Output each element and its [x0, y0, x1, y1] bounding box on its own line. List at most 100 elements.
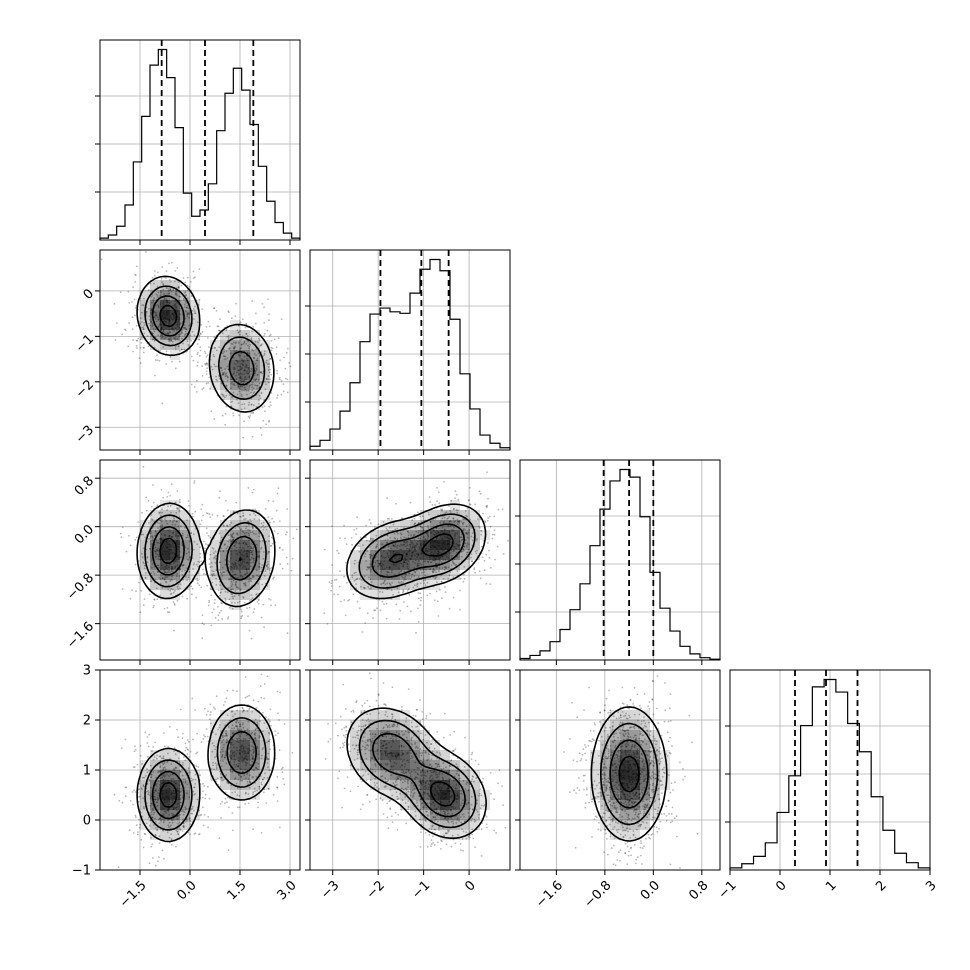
- scatter-point: [257, 582, 259, 585]
- scatter-point: [206, 532, 208, 534]
- scatter-point: [249, 384, 251, 387]
- scatter-point: [262, 524, 265, 527]
- scatter-point: [139, 346, 142, 349]
- scatter-point: [369, 578, 372, 581]
- scatter-point: [429, 520, 432, 523]
- scatter-point: [173, 602, 176, 605]
- scatter-point: [236, 532, 239, 535]
- scatter-point: [218, 724, 221, 726]
- scatter-point: [136, 833, 139, 836]
- scatter-point: [161, 524, 164, 527]
- scatter-point: [179, 556, 182, 559]
- scatter-point: [168, 340, 171, 343]
- scatter-point: [169, 580, 172, 582]
- scatter-point: [230, 401, 233, 403]
- scatter-point: [222, 571, 225, 573]
- scatter-point: [177, 583, 180, 586]
- scatter-point: [409, 610, 412, 613]
- scatter-point: [233, 346, 235, 348]
- scatter-point: [216, 365, 218, 368]
- scatter-point: [161, 511, 163, 514]
- scatter-point: [501, 508, 504, 511]
- scatter-point: [184, 526, 186, 529]
- scatter-point: [423, 582, 425, 585]
- scatter-point: [224, 355, 227, 358]
- scatter-point: [226, 509, 229, 512]
- scatter-point: [204, 352, 207, 355]
- scatter-point: [468, 503, 471, 506]
- scatter-point: [253, 769, 256, 772]
- scatter-point: [236, 393, 239, 396]
- scatter-point: [411, 519, 414, 521]
- scatter-point: [260, 392, 263, 395]
- scatter-point: [187, 767, 190, 770]
- scatter-point: [215, 349, 218, 352]
- scatter-point: [207, 710, 209, 713]
- scatter-point: [228, 586, 231, 589]
- scatter-point: [469, 503, 472, 506]
- scatter-point: [252, 575, 255, 578]
- scatter-point: [151, 276, 154, 279]
- scatter-point: [142, 346, 145, 349]
- scatter-point: [259, 427, 262, 430]
- scatter-point: [186, 519, 188, 522]
- scatter-point: [460, 533, 463, 536]
- scatter-point: [364, 587, 366, 589]
- scatter-point: [428, 513, 430, 516]
- scatter-point: [215, 755, 218, 758]
- scatter-point: [256, 357, 259, 360]
- scatter-point: [121, 588, 124, 590]
- scatter-point: [144, 577, 147, 579]
- scatter-point: [441, 508, 444, 511]
- scatter-point: [440, 508, 442, 511]
- scatter-point: [465, 532, 467, 534]
- scatter-point: [369, 556, 372, 559]
- scatter-point: [243, 601, 246, 604]
- scatter-point: [462, 521, 465, 524]
- scatter-point: [194, 310, 196, 312]
- scatter-point: [211, 570, 214, 572]
- scatter-point: [467, 551, 469, 554]
- scatter-point: [386, 541, 389, 544]
- scatter-point: [144, 572, 147, 574]
- scatter-point: [210, 561, 213, 564]
- scatter-point: [235, 580, 238, 583]
- scatter-point: [493, 529, 496, 532]
- scatter-point: [239, 321, 242, 324]
- scatter-point: [154, 530, 157, 533]
- scatter-point: [185, 552, 188, 555]
- scatter-point: [171, 340, 174, 343]
- scatter-point: [438, 502, 441, 505]
- scatter-point: [153, 274, 156, 277]
- scatter-point: [190, 280, 192, 283]
- scatter-point: [138, 788, 141, 791]
- scatter-point: [213, 307, 216, 310]
- scatter-point: [190, 585, 193, 588]
- scatter-point: [436, 600, 439, 603]
- scatter-point: [252, 387, 255, 390]
- scatter-point: [268, 551, 271, 553]
- scatter-point: [161, 577, 164, 580]
- scatter-point: [214, 365, 217, 368]
- scatter-point: [247, 403, 250, 406]
- scatter-point: [142, 304, 145, 307]
- scatter-point: [419, 525, 422, 528]
- scatter-point: [190, 383, 193, 386]
- scatter-point: [162, 346, 165, 348]
- scatter-point: [460, 539, 463, 541]
- scatter-point: [337, 552, 340, 555]
- scatter-point: [261, 303, 264, 305]
- scatter-point: [443, 566, 446, 568]
- scatter-point: [228, 578, 231, 581]
- scatter-point: [181, 564, 184, 566]
- scatter-point: [203, 734, 205, 736]
- scatter-point: [151, 535, 153, 537]
- scatter-point: [280, 318, 283, 321]
- scatter-point: [286, 378, 289, 381]
- scatter-point: [250, 338, 252, 341]
- scatter-point: [225, 528, 227, 531]
- scatter-point: [218, 532, 221, 535]
- scatter-point: [478, 490, 481, 493]
- scatter-point: [216, 763, 219, 766]
- scatter-point: [138, 357, 141, 359]
